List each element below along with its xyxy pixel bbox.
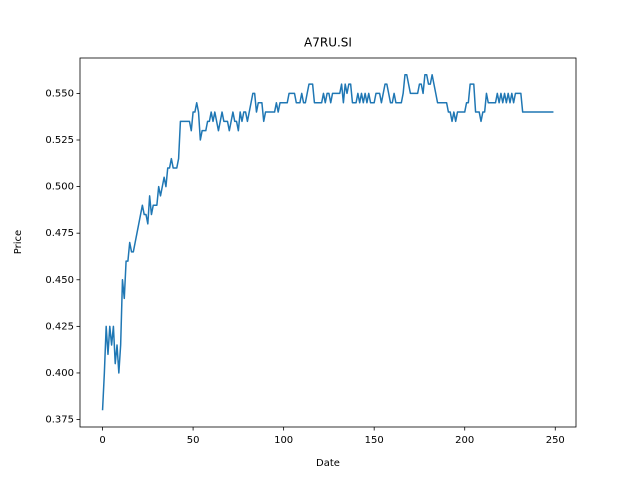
y-tick-label: 0.400 xyxy=(45,368,74,379)
y-axis-label: Price xyxy=(13,230,24,254)
x-tick-label: 250 xyxy=(546,435,565,446)
x-axis-label: Date xyxy=(316,458,340,469)
y-tick-label: 0.425 xyxy=(45,321,74,332)
x-tick-label: 150 xyxy=(365,435,384,446)
x-tick-label: 50 xyxy=(187,435,200,446)
y-tick-label: 0.525 xyxy=(45,135,74,146)
y-tick-label: 0.500 xyxy=(45,182,74,193)
x-tick-label: 200 xyxy=(455,435,474,446)
chart-title: A7RU.SI xyxy=(304,36,352,50)
x-tick-label: 0 xyxy=(99,435,105,446)
x-tick-label: 100 xyxy=(274,435,293,446)
y-tick-label: 0.450 xyxy=(45,275,74,286)
line xyxy=(101,74,554,411)
y-tick-label: 0.475 xyxy=(45,228,74,239)
plot-frame xyxy=(79,57,577,428)
y-tick-label: 0.550 xyxy=(45,88,74,99)
y-tick-label: 0.375 xyxy=(45,415,74,426)
